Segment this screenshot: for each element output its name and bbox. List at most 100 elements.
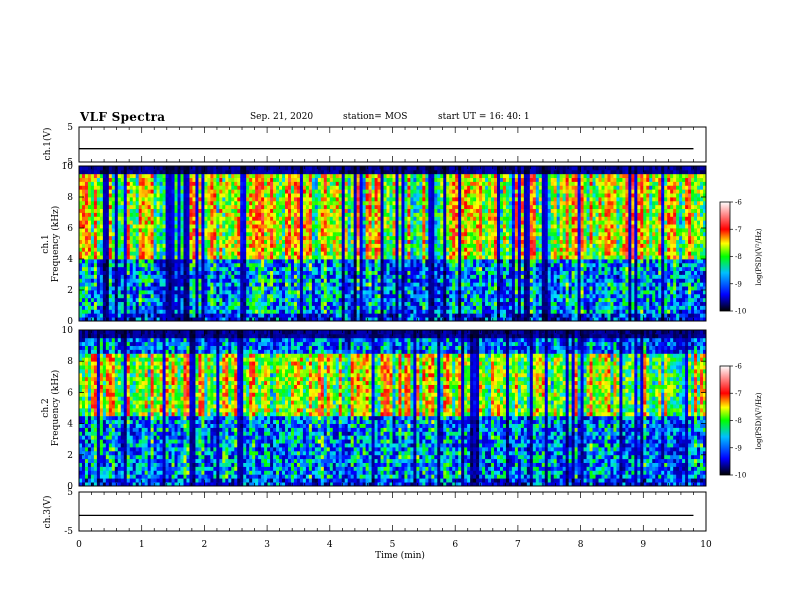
- spectrogram-cell: [398, 290, 402, 295]
- spectrogram-cell: [323, 212, 328, 217]
- spectrogram-cell: [404, 317, 408, 322]
- spectrogram-cell: [362, 262, 367, 268]
- spectrogram-cell: [314, 239, 319, 244]
- spectrogram-cell: [84, 305, 89, 310]
- spectrogram-cell: [273, 251, 277, 256]
- spectrogram-cell: [332, 255, 337, 260]
- spectrogram-cell: [410, 278, 414, 283]
- spectrogram-cell: [108, 173, 113, 179]
- spectrogram-cell: [183, 212, 187, 217]
- spectrogram-cell: [87, 293, 92, 299]
- spectrogram-cell: [434, 216, 438, 221]
- spectrogram-cell: [261, 274, 265, 279]
- spectrogram-cell: [144, 231, 149, 237]
- spectrogram-cell: [258, 266, 262, 272]
- spectrogram-cell: [326, 317, 331, 322]
- spectrogram-cell: [198, 173, 202, 179]
- spectrogram-cell: [99, 228, 104, 233]
- spectrogram-cell: [213, 317, 217, 322]
- spectrogram-cell: [443, 177, 447, 182]
- spectrogram-cell: [79, 278, 83, 283]
- spectrogram-cell: [144, 251, 149, 256]
- spectrogram-cell: [305, 297, 310, 303]
- spectrogram-cell: [249, 197, 253, 202]
- spectrogram-cell: [288, 282, 292, 287]
- spectrogram-cell: [189, 259, 193, 264]
- spectrogram-cell: [90, 251, 95, 256]
- spectrogram-cell: [368, 305, 372, 310]
- spectrogram-cell: [237, 197, 241, 202]
- spectrogram-cell: [180, 216, 184, 221]
- spectrogram-cell: [189, 247, 193, 252]
- spectrogram-cell: [117, 177, 122, 182]
- spectrogram-cell: [264, 317, 268, 322]
- spectrogram-cell: [288, 301, 292, 306]
- spectrogram-cell: [273, 297, 277, 303]
- spectrogram-cell: [293, 293, 298, 299]
- spectrogram-cell: [246, 177, 250, 182]
- spectrogram-cell: [320, 239, 325, 244]
- spectrogram-cell: [168, 181, 172, 186]
- spectrogram-cell: [347, 239, 352, 244]
- spectrogram-cell: [296, 185, 301, 190]
- spectrogram-cell: [386, 243, 390, 248]
- spectrogram-cell: [341, 231, 346, 237]
- spectrogram-cell: [171, 231, 175, 237]
- spectrogram-cell: [231, 189, 235, 194]
- spectrogram-cell: [147, 181, 152, 186]
- spectrogram-cell: [219, 181, 223, 186]
- spectrogram-cell: [105, 282, 110, 287]
- spectrogram-cell: [407, 270, 411, 275]
- spectrogram-cell: [332, 262, 337, 268]
- spectrogram-cell: [305, 262, 310, 268]
- spectrogram-cell: [201, 301, 205, 306]
- spectrogram-cell: [81, 193, 86, 198]
- spectrogram-cell: [147, 204, 152, 210]
- spectrogram-cell: [296, 266, 301, 272]
- spectrogram-cell: [93, 290, 98, 295]
- spectrogram-cell: [255, 274, 259, 279]
- spectrogram-cell: [234, 177, 238, 182]
- spectrogram-cell: [299, 208, 304, 213]
- spectrogram-cell: [198, 293, 202, 299]
- spectrogram-cell: [150, 200, 155, 206]
- spectrogram-cell: [425, 235, 429, 241]
- spectrogram-cell: [144, 293, 149, 299]
- spectrogram-cell: [261, 185, 265, 190]
- spectrogram-cell: [332, 247, 337, 252]
- spectrogram-cell: [189, 309, 193, 314]
- spectrogram-cell: [302, 177, 307, 182]
- spectrogram-cell: [273, 181, 277, 186]
- spectrogram-cell: [428, 220, 432, 225]
- spectrogram-cell: [150, 293, 155, 299]
- spectrogram-cell: [293, 255, 298, 260]
- spectrogram-cell: [123, 293, 128, 299]
- spectrogram-cell: [365, 282, 370, 287]
- spectrogram-cell: [159, 231, 163, 237]
- spectrogram-cell: [93, 305, 98, 310]
- spectrogram-cell: [213, 313, 217, 318]
- spectrogram-cell: [282, 231, 286, 237]
- spectrogram-cell: [99, 278, 104, 283]
- spectrogram-cell: [359, 197, 364, 202]
- spectrogram-cell: [350, 224, 355, 229]
- spectrogram-cell: [314, 185, 319, 190]
- spectrogram-cell: [198, 313, 202, 318]
- spectrogram-cell: [225, 181, 229, 186]
- spectrogram-cell: [162, 212, 166, 217]
- spectrogram-cell: [201, 309, 205, 314]
- spectrogram-cell: [282, 313, 286, 318]
- spectrogram-cell: [111, 228, 116, 233]
- spectrogram-cell: [362, 301, 367, 306]
- spectrogram-cell: [183, 166, 187, 171]
- spectrogram-cell: [380, 220, 384, 225]
- spectrogram-cell: [398, 255, 402, 260]
- spectrogram-cell: [308, 286, 313, 291]
- spectrogram-cell: [443, 169, 447, 175]
- spectrogram-cell: [273, 309, 277, 314]
- spectrogram-cell: [446, 297, 450, 303]
- spectrogram-cell: [437, 193, 441, 198]
- spectrogram-cell: [114, 274, 119, 279]
- spectrogram-cell: [213, 243, 217, 248]
- spectrogram-cell: [395, 293, 399, 299]
